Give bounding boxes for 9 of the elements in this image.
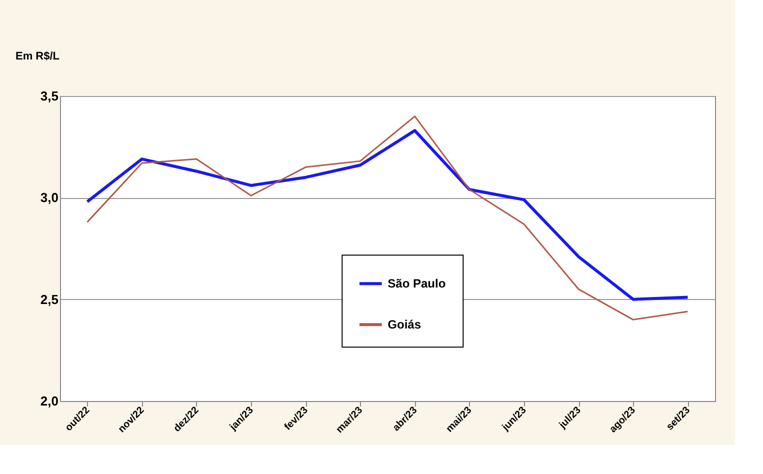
y-tick-label: 3,5 bbox=[40, 88, 58, 104]
y-tick-label: 2,5 bbox=[40, 292, 58, 307]
legend-label: São Paulo bbox=[388, 276, 446, 291]
y-tick-label: 3,0 bbox=[40, 190, 58, 206]
y-tick-label: 2,0 bbox=[40, 394, 58, 408]
line-series bbox=[86, 116, 688, 320]
line-series bbox=[86, 129, 690, 301]
legend-label: Goiás bbox=[388, 318, 422, 332]
y-axis-title: Em R$/L bbox=[16, 50, 60, 62]
